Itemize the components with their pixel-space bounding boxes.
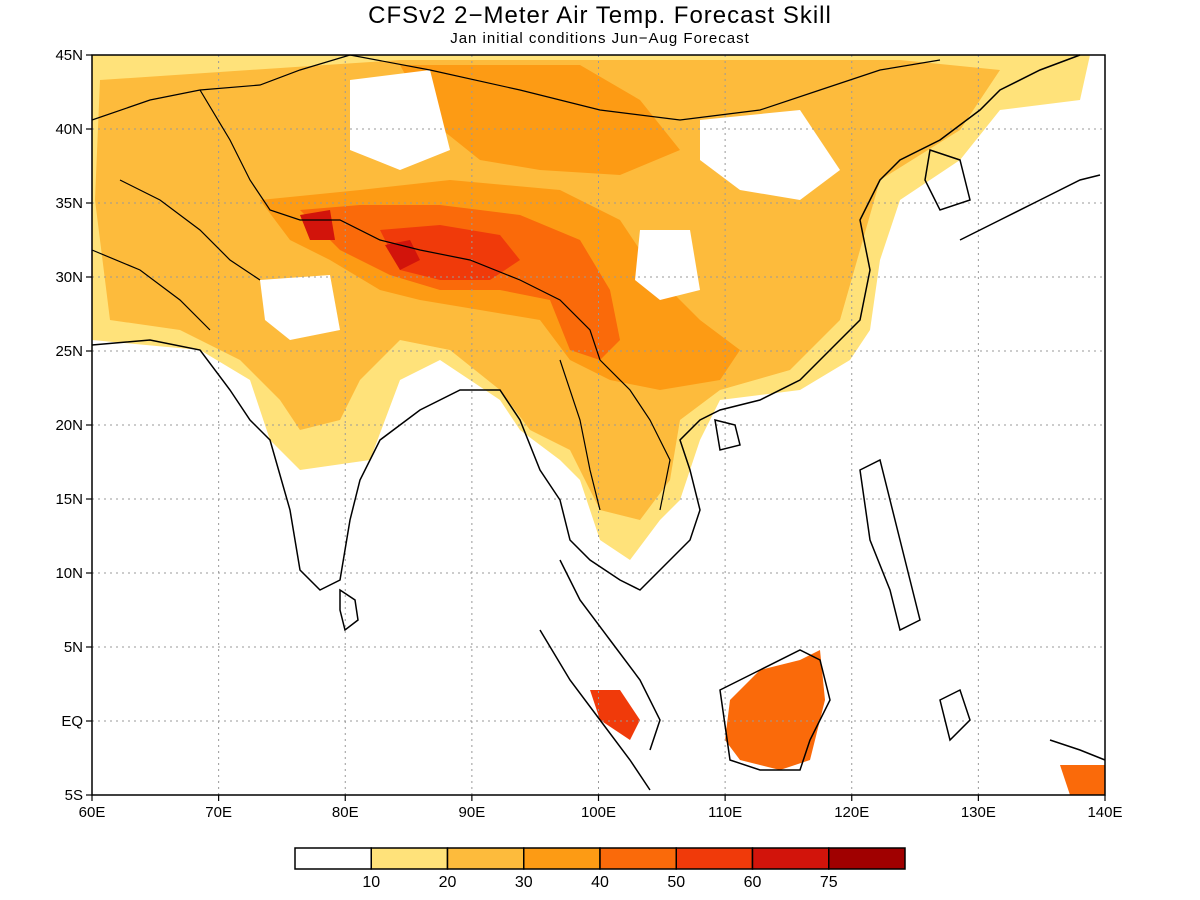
lat-tick-label: 15N xyxy=(55,491,83,508)
lon-tick-label: 90E xyxy=(459,804,486,821)
colorbar-label: 20 xyxy=(439,874,457,891)
lon-tick-label: 130E xyxy=(961,804,996,821)
lat-tick-label: 5S xyxy=(65,787,83,804)
lat-tick-label: 10N xyxy=(55,565,83,582)
colorbar-swatch xyxy=(294,847,372,870)
shade-gap-1 xyxy=(635,230,700,300)
shade-gap-3 xyxy=(700,110,840,200)
lat-tick-label: EQ xyxy=(61,713,83,730)
lon-tick-label: 100E xyxy=(581,804,616,821)
shade-newguinea xyxy=(1060,765,1105,795)
lat-lon-grid xyxy=(92,55,1105,795)
map-subtitle: Jan initial conditions Jun−Aug Forecast xyxy=(450,30,750,47)
colorbar-swatch xyxy=(751,847,830,870)
lon-tick-label: 140E xyxy=(1087,804,1122,821)
lat-tick-label: 45N xyxy=(55,47,83,64)
colorbar-label: 75 xyxy=(820,874,838,891)
lon-tick-label: 60E xyxy=(79,804,106,821)
colorbar-label: 50 xyxy=(667,874,685,891)
colorbar-swatch xyxy=(446,847,525,870)
axis-ticks xyxy=(86,54,1106,801)
shade-gap-2 xyxy=(260,275,340,340)
lon-tick-label: 120E xyxy=(834,804,869,821)
shade-borneo xyxy=(725,650,825,770)
lat-tick-label: 35N xyxy=(55,195,83,212)
colorbar-swatch xyxy=(675,847,754,870)
lat-tick-label: 25N xyxy=(55,343,83,360)
lat-tick-label: 30N xyxy=(55,269,83,286)
skill-shading xyxy=(92,55,1105,795)
lat-tick-label: 40N xyxy=(55,121,83,138)
map-title: CFSv2 2−Meter Air Temp. Forecast Skill xyxy=(368,2,832,29)
colorbar-swatch xyxy=(828,847,906,870)
colorbar-swatch xyxy=(599,847,677,870)
shade-level-75b xyxy=(300,210,335,240)
colorbar: 10 20 30 40 50 60 75 xyxy=(294,847,906,891)
lat-tick-label: 20N xyxy=(55,417,83,434)
country-borders xyxy=(91,54,941,511)
shade-level-40b xyxy=(400,65,680,175)
colorbar-label: 40 xyxy=(591,874,609,891)
shade-gap-4 xyxy=(350,70,450,170)
lat-tick-label: 5N xyxy=(64,639,83,656)
lon-tick-label: 70E xyxy=(205,804,232,821)
coastline xyxy=(91,54,1106,791)
shade-level-50 xyxy=(300,205,620,360)
colorbar-label: 30 xyxy=(515,874,533,891)
colorbar-label: 10 xyxy=(362,874,380,891)
longitude-labels: 60E 70E 80E 90E 100E 110E 120E 130E 140E xyxy=(79,804,1123,821)
shade-sumatra xyxy=(590,690,640,740)
latitude-labels: 45N 40N 35N 30N 25N 20N 15N 10N 5N EQ 5S xyxy=(55,47,83,804)
colorbar-swatch xyxy=(370,847,449,870)
lon-tick-label: 80E xyxy=(332,804,359,821)
colorbar-label: 60 xyxy=(744,874,762,891)
colorbar-swatch xyxy=(523,847,601,870)
lon-tick-label: 110E xyxy=(708,804,742,821)
